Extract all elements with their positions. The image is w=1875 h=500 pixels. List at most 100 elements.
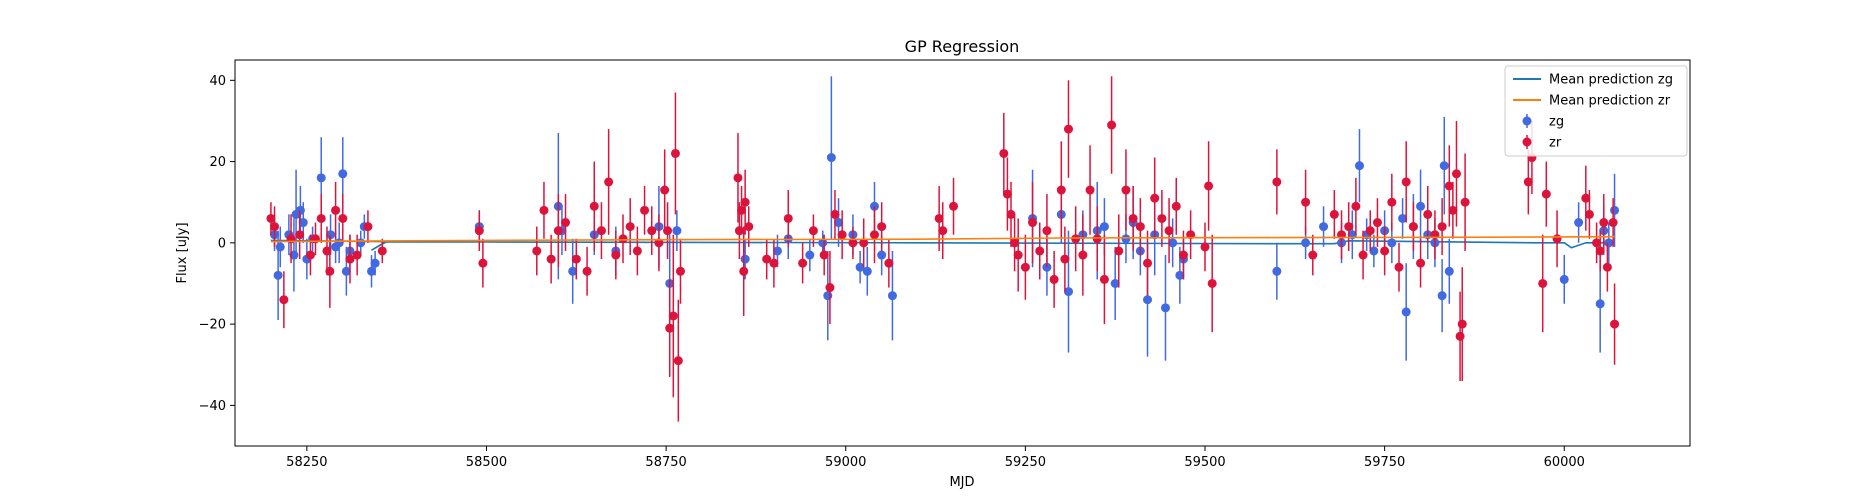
data-point xyxy=(1401,307,1411,317)
data-point xyxy=(1006,209,1016,219)
data-point xyxy=(1171,201,1181,211)
data-point xyxy=(298,218,308,228)
data-point xyxy=(1002,189,1012,199)
data-point xyxy=(1387,238,1397,248)
data-point xyxy=(772,246,782,256)
data-point xyxy=(1135,222,1145,232)
data-point xyxy=(818,238,828,248)
data-point xyxy=(1423,209,1433,219)
legend-box xyxy=(1504,65,1688,157)
x-tick-label: 60000 xyxy=(1544,455,1585,470)
data-point xyxy=(1178,250,1188,260)
data-point xyxy=(1150,193,1160,203)
data-point xyxy=(877,250,887,260)
data-point xyxy=(1301,197,1311,207)
data-point xyxy=(1175,270,1185,280)
data-point xyxy=(1455,331,1465,341)
data-point xyxy=(934,213,944,223)
data-point xyxy=(1010,238,1020,248)
data-point xyxy=(632,246,642,256)
data-point xyxy=(618,234,628,244)
chart-title: GP Regression xyxy=(905,37,1020,56)
data-point xyxy=(823,291,833,301)
data-point xyxy=(673,356,683,366)
data-point xyxy=(744,222,754,232)
data-point xyxy=(338,169,348,179)
data-point xyxy=(783,213,793,223)
data-point xyxy=(1416,258,1426,268)
errorbar-series-zr xyxy=(266,76,1620,422)
plot-area-frame xyxy=(234,59,1691,447)
data-point xyxy=(1200,242,1210,252)
data-point xyxy=(1060,254,1070,264)
data-point xyxy=(949,201,959,211)
data-point xyxy=(1204,181,1214,191)
data-point xyxy=(367,266,377,276)
data-point xyxy=(1372,218,1382,228)
data-point xyxy=(1301,238,1311,248)
data-point xyxy=(1595,246,1605,256)
data-point xyxy=(1272,177,1282,187)
data-point xyxy=(1160,303,1170,313)
data-point xyxy=(1401,177,1411,187)
data-point xyxy=(733,173,743,183)
x-tick-label: 58250 xyxy=(286,455,327,470)
data-point xyxy=(611,250,621,260)
data-point xyxy=(1121,185,1131,195)
legend-label: Mean prediction zr xyxy=(1549,94,1671,109)
plot-data-layer xyxy=(266,76,1620,422)
data-point xyxy=(363,222,373,232)
data-point xyxy=(1056,185,1066,195)
data-point xyxy=(665,323,675,333)
mean-prediction-line xyxy=(270,235,1615,243)
data-point xyxy=(670,148,680,158)
data-point xyxy=(279,295,289,305)
data-point xyxy=(1559,274,1569,284)
y-axis: −40 −20 0 20 40 xyxy=(199,74,235,414)
x-axis: 58250 58500 58750 59000 59250 59500 59750 60000 xyxy=(286,446,1585,470)
data-point xyxy=(1092,234,1102,244)
legend-marker-swatch xyxy=(1522,137,1532,147)
data-point xyxy=(1387,197,1397,207)
data-point xyxy=(1085,185,1095,195)
data-point xyxy=(1028,218,1038,228)
data-point xyxy=(675,266,685,276)
data-point xyxy=(1437,222,1447,232)
y-tick-label: −40 xyxy=(199,399,226,414)
data-point xyxy=(938,226,948,236)
data-point xyxy=(273,270,283,280)
data-point xyxy=(834,218,844,228)
x-tick-label: 59500 xyxy=(1184,455,1225,470)
data-point xyxy=(825,283,835,293)
data-point xyxy=(345,254,355,264)
data-point xyxy=(740,197,750,207)
data-point xyxy=(1358,250,1368,260)
data-point xyxy=(1035,246,1045,256)
data-point xyxy=(1592,238,1602,248)
data-point xyxy=(1020,262,1030,272)
data-point xyxy=(668,311,678,321)
data-point xyxy=(582,266,592,276)
data-point xyxy=(859,238,869,248)
x-tick-label: 59000 xyxy=(825,455,866,470)
x-axis-label: MJD xyxy=(949,475,974,490)
data-point xyxy=(1439,161,1449,171)
data-point xyxy=(762,254,772,264)
data-point xyxy=(660,185,670,195)
data-point xyxy=(1354,161,1364,171)
data-point xyxy=(305,250,315,260)
data-point xyxy=(830,209,840,219)
data-point xyxy=(1071,234,1081,244)
data-point xyxy=(826,153,836,163)
data-point xyxy=(1448,205,1458,215)
data-point xyxy=(1584,209,1594,219)
data-point xyxy=(884,258,894,268)
data-point xyxy=(837,230,847,240)
data-point xyxy=(1168,238,1178,248)
y-tick-label: 20 xyxy=(209,155,226,170)
data-point xyxy=(1608,218,1618,228)
data-point xyxy=(1013,250,1023,260)
data-point xyxy=(848,238,858,248)
data-point xyxy=(561,218,571,228)
